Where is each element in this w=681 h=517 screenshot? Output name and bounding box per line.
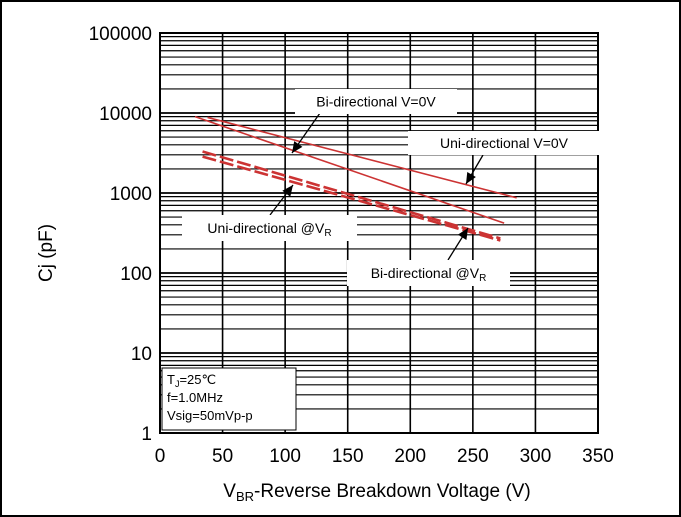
x-tick-label: 150: [332, 446, 364, 467]
condition-tj-sub: J: [175, 379, 180, 389]
x-tick-label: 100: [269, 446, 301, 467]
annotation-label: Uni-directional V=0V: [440, 135, 569, 151]
annotation-box: [295, 89, 457, 114]
series-line: [207, 116, 517, 199]
annotation-label-main: Uni-directional V=0V: [440, 135, 569, 151]
annotation-box: [347, 260, 510, 286]
x-axis-title-main: V: [223, 481, 236, 502]
annotation-arrowhead: [466, 171, 476, 184]
condition-freq: f=1.0MHz: [167, 390, 223, 405]
annotation-box: [182, 215, 357, 241]
annotation-label-main: Uni-directional @V: [207, 220, 325, 236]
y-tick-label: 1: [141, 424, 152, 445]
x-axis-title-sub: BR: [236, 489, 254, 504]
y-tick-label: 100: [120, 264, 152, 285]
y-tick-labels: 1 10 100 1000 10000 100000: [89, 24, 152, 445]
x-tick-label: 0: [155, 446, 166, 467]
annotation-arrowhead: [282, 185, 293, 197]
annotation-label: Uni-directional @VR: [207, 220, 331, 239]
y-tick-label: 10: [131, 344, 152, 365]
conditions-box: TJ=25℃ f=1.0MHz Vsig=50mVp-p: [161, 367, 297, 431]
x-tick-label: 300: [520, 446, 552, 467]
plot-border: [159, 32, 599, 434]
annotation-box: [408, 131, 600, 155]
x-tick-label: 50: [212, 446, 233, 467]
y-tick-label: 1000: [110, 184, 152, 205]
y-tick-label: 10000: [99, 104, 152, 125]
x-axis-title-rest: -Reverse Breakdown Voltage (V): [254, 481, 531, 502]
annotation-label: Bi-directional V=0V: [316, 94, 436, 110]
series-line: [202, 150, 501, 240]
condition-vsig: Vsig=50mVp-p: [167, 408, 253, 423]
annotation-label-main: Bi-directional @V: [371, 265, 480, 281]
conditions-box-bg: [161, 367, 297, 431]
series-lines: [194, 115, 517, 242]
condition-tj: TJ=25℃: [167, 372, 216, 389]
x-tick-label: 250: [457, 446, 489, 467]
annotation-label: Bi-directional @VR: [371, 265, 487, 284]
annotations: Bi-directional V=0V Uni-directional V=0V U…: [182, 89, 600, 286]
condition-tj-rest: =25℃: [179, 372, 216, 387]
annotation-label-main: Bi-directional V=0V: [316, 94, 436, 110]
y-axis-title: Cj (pF): [36, 224, 57, 282]
series-line: [194, 115, 505, 224]
x-tick-label: 350: [582, 446, 614, 467]
x-tick-labels: 0 50 100 150 200 250 300 350: [155, 446, 614, 467]
x-axis-title: VBR-Reverse Breakdown Voltage (V): [223, 481, 530, 504]
annotation-label-sub: R: [479, 273, 486, 284]
condition-tj-main: T: [167, 372, 175, 387]
annotation-arrowhead: [292, 141, 303, 153]
annotation-label-sub: R: [324, 228, 331, 239]
y-tick-label: 100000: [89, 24, 152, 45]
x-tick-label: 200: [394, 446, 426, 467]
annotation-arrowhead: [457, 228, 468, 240]
series-line: [202, 155, 501, 242]
